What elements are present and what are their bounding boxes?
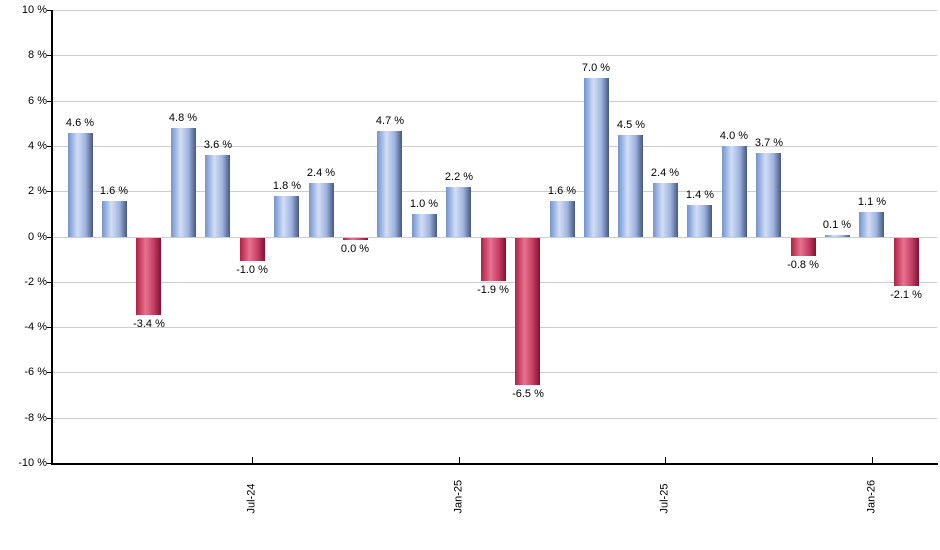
y-tick-mark: [47, 55, 51, 56]
y-axis-tick-label: 10 %: [21, 4, 47, 16]
bar-value-label: 4.5 %: [616, 119, 646, 131]
bar-value-label: 4.0 %: [719, 130, 749, 142]
bar-value-label: 1.1 %: [857, 196, 887, 208]
x-axis-tick-label: Jan-25: [452, 479, 465, 514]
bar-value-label: 1.8 %: [272, 180, 302, 192]
y-axis-tick-label: 2 %: [28, 185, 47, 197]
y-axis-tick-label: 4 %: [28, 140, 47, 152]
bar-2-1.6%[interactable]: [102, 201, 127, 237]
bar-value-label: -2.1 %: [890, 289, 922, 301]
y-tick-mark: [47, 237, 51, 238]
y-tick-mark: [47, 418, 51, 419]
y-axis-tick-label: -8 %: [24, 412, 47, 424]
x-axis-tick-label: Jul-24: [245, 483, 258, 514]
bar-value-label: 3.7 %: [754, 137, 784, 149]
bar-13--1.9%[interactable]: [481, 238, 506, 281]
bar-21-3.7%[interactable]: [756, 153, 781, 237]
bar-4-4.8%[interactable]: [171, 128, 196, 237]
bar-value-label: 1.4 %: [685, 189, 715, 201]
bar-value-label: 1.0 %: [409, 198, 439, 210]
bar-5-3.6%[interactable]: [205, 155, 230, 237]
x-axis-tick-label: Jul-25: [658, 483, 671, 514]
bar-11-1.0%[interactable]: [412, 214, 437, 237]
x-tick-mark: [872, 457, 873, 465]
bar-6--1.0%[interactable]: [240, 238, 265, 261]
bar-value-label: 4.7 %: [375, 115, 405, 127]
y-axis-tick-label: 8 %: [28, 49, 47, 61]
gridline--6pct: [52, 372, 937, 373]
bar-25--2.1%[interactable]: [894, 238, 919, 286]
bar-value-label: 4.8 %: [168, 112, 198, 124]
y-tick-mark: [47, 10, 51, 11]
y-axis-line: [51, 10, 53, 465]
bar-value-label: 2.2 %: [444, 171, 474, 183]
bar-3--3.4%[interactable]: [136, 238, 161, 315]
bar-24-1.1%[interactable]: [859, 212, 884, 237]
x-tick-mark: [252, 457, 253, 465]
bar-value-label: 4.6 %: [65, 117, 95, 129]
y-axis-tick-label: 0 %: [28, 231, 47, 243]
bar-value-label: -1.0 %: [236, 264, 268, 276]
y-tick-mark: [47, 372, 51, 373]
bar-value-label: 2.4 %: [650, 167, 680, 179]
bar-16-7.0%[interactable]: [584, 78, 609, 237]
y-tick-mark: [47, 327, 51, 328]
y-tick-mark: [47, 146, 51, 147]
gridline--8pct: [52, 418, 937, 419]
bar-15-1.6%[interactable]: [550, 201, 575, 237]
bar-value-label: 7.0 %: [581, 62, 611, 74]
bar-value-label: -3.4 %: [133, 318, 165, 330]
y-axis-tick-label: -4 %: [24, 321, 47, 333]
bar-7-1.8%[interactable]: [274, 196, 299, 237]
bar-20-4.0%[interactable]: [722, 146, 747, 237]
bar-value-label: 0.0 %: [340, 243, 370, 255]
bar-17-4.5%[interactable]: [618, 135, 643, 237]
y-axis-tick-label: -10 %: [18, 457, 47, 469]
gridline-6pct: [52, 101, 937, 102]
y-tick-mark: [47, 282, 51, 283]
bar-12-2.2%[interactable]: [446, 187, 471, 237]
gridline-10pct: [52, 10, 937, 11]
gridline--4pct: [52, 327, 937, 328]
bar-1-4.6%[interactable]: [68, 133, 93, 237]
bar-9-0.0%[interactable]: [343, 238, 368, 240]
bar-18-2.4%[interactable]: [653, 183, 678, 237]
x-axis-line: [51, 463, 938, 465]
bar-14--6.5%[interactable]: [515, 238, 540, 385]
bar-23-0.1%[interactable]: [825, 235, 850, 237]
bar-value-label: -1.9 %: [477, 284, 509, 296]
x-tick-mark: [459, 457, 460, 465]
y-tick-mark: [47, 463, 51, 464]
gridline-8pct: [52, 55, 937, 56]
bar-value-label: 1.6 %: [99, 185, 129, 197]
gridline-0pct: [52, 237, 937, 238]
gridline--2pct: [52, 282, 937, 283]
bar-10-4.7%[interactable]: [377, 131, 402, 237]
y-axis-tick-label: 6 %: [28, 95, 47, 107]
gridline-2pct: [52, 191, 937, 192]
y-tick-mark: [47, 101, 51, 102]
bar-value-label: 2.4 %: [306, 167, 336, 179]
bar-value-label: -6.5 %: [512, 388, 544, 400]
bar-22--0.8%[interactable]: [791, 238, 816, 256]
bar-value-label: 0.1 %: [822, 219, 852, 231]
y-axis-tick-label: -6 %: [24, 366, 47, 378]
bar-value-label: -0.8 %: [787, 259, 819, 271]
bar-19-1.4%[interactable]: [687, 205, 712, 237]
x-axis-tick-label: Jan-26: [865, 479, 878, 514]
bar-8-2.4%[interactable]: [309, 183, 334, 237]
gridline-4pct: [52, 146, 937, 147]
x-tick-mark: [665, 457, 666, 465]
bar-value-label: 3.6 %: [203, 139, 233, 151]
y-tick-mark: [47, 191, 51, 192]
bar-value-label: 1.6 %: [547, 185, 577, 197]
y-axis-tick-label: -2 %: [24, 276, 47, 288]
